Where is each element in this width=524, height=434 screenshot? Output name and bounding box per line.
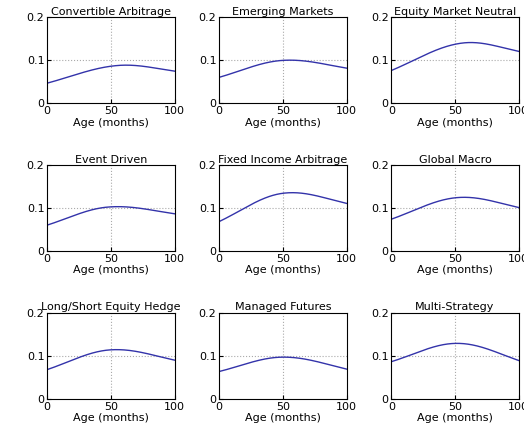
X-axis label: Age (months): Age (months): [417, 266, 493, 276]
X-axis label: Age (months): Age (months): [245, 118, 321, 128]
X-axis label: Age (months): Age (months): [73, 266, 149, 276]
Title: Global Macro: Global Macro: [419, 155, 492, 164]
Title: Managed Futures: Managed Futures: [235, 302, 331, 312]
Title: Event Driven: Event Driven: [75, 155, 147, 164]
X-axis label: Age (months): Age (months): [245, 266, 321, 276]
Title: Equity Market Neutral: Equity Market Neutral: [394, 7, 516, 16]
X-axis label: Age (months): Age (months): [417, 414, 493, 424]
X-axis label: Age (months): Age (months): [73, 414, 149, 424]
Title: Long/Short Equity Hedge: Long/Short Equity Hedge: [41, 302, 181, 312]
X-axis label: Age (months): Age (months): [73, 118, 149, 128]
Title: Emerging Markets: Emerging Markets: [232, 7, 334, 16]
X-axis label: Age (months): Age (months): [245, 414, 321, 424]
X-axis label: Age (months): Age (months): [417, 118, 493, 128]
Title: Multi-Strategy: Multi-Strategy: [416, 302, 495, 312]
Title: Convertible Arbitrage: Convertible Arbitrage: [51, 7, 171, 16]
Title: Fixed Income Arbitrage: Fixed Income Arbitrage: [219, 155, 347, 164]
